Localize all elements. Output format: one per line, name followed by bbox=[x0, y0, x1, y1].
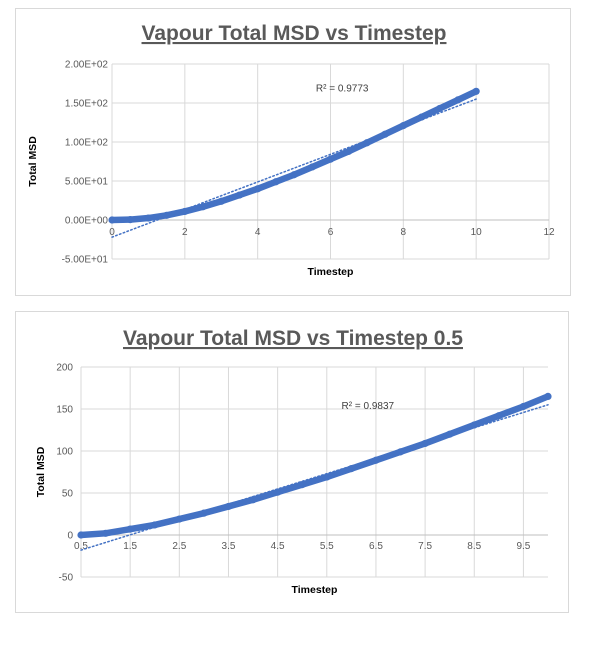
x-axis-title: Timestep bbox=[292, 584, 338, 596]
data-point bbox=[200, 509, 208, 517]
x-tick-label: 7.5 bbox=[418, 541, 432, 552]
data-point bbox=[519, 402, 528, 411]
chart-1-svg: Vapour Total MSD vs Timestep 0 2 4 6 8 10 12 -5.… bbox=[27, 22, 555, 278]
data-point bbox=[454, 96, 462, 104]
data-point bbox=[217, 197, 225, 205]
data-point bbox=[472, 87, 480, 95]
chart-title: Vapour Total MSD vs Timestep bbox=[142, 22, 447, 45]
data-point bbox=[163, 211, 171, 219]
y-tick-label: -50 bbox=[59, 573, 74, 584]
y-tick-label: 1.00E+02 bbox=[65, 138, 109, 149]
data-point bbox=[308, 163, 316, 171]
x-tick-label: 5.5 bbox=[320, 541, 334, 552]
chart-panel-2: Vapour Total MSD vs Timestep 0.5 0.5 1.5 2.… bbox=[15, 311, 569, 613]
y-tick-label: 2.00E+02 bbox=[65, 60, 109, 71]
data-point bbox=[381, 130, 389, 138]
y-tick-label: -5.00E+01 bbox=[62, 255, 109, 266]
data-point bbox=[417, 113, 426, 121]
x-tick-label: 10 bbox=[471, 227, 483, 238]
data-point bbox=[399, 122, 407, 130]
data-point bbox=[151, 521, 159, 529]
r-squared-label: R² = 0.9837 bbox=[342, 401, 395, 412]
y-axis-title: Total MSD bbox=[27, 136, 39, 187]
r-squared-label: R² = 0.9773 bbox=[316, 83, 369, 94]
x-tick-label: 0 bbox=[109, 227, 115, 238]
y-tick-label: 1.50E+02 bbox=[65, 99, 109, 110]
y-tick-label: 200 bbox=[56, 363, 73, 374]
y-tick-label: 50 bbox=[62, 489, 74, 500]
data-point bbox=[446, 430, 454, 438]
y-axis-title: Total MSD bbox=[35, 446, 47, 497]
data-point bbox=[421, 439, 429, 448]
data-point bbox=[254, 185, 262, 193]
data-point bbox=[175, 515, 183, 523]
x-tick-label: 1.5 bbox=[123, 541, 137, 552]
data-point bbox=[326, 155, 335, 163]
data-point bbox=[544, 392, 552, 400]
data-point bbox=[274, 488, 282, 496]
data-point bbox=[272, 178, 280, 186]
data-point bbox=[235, 191, 244, 199]
data-point bbox=[199, 203, 207, 211]
x-tick-label: 12 bbox=[543, 227, 555, 238]
x-axis-title: Timestep bbox=[308, 266, 354, 278]
data-point bbox=[396, 448, 405, 456]
chart-panel-1: Vapour Total MSD vs Timestep 0 2 4 6 8 10 12 -5.… bbox=[15, 8, 571, 296]
data-point bbox=[495, 412, 503, 420]
y-tick-label: 5.00E+01 bbox=[65, 177, 109, 188]
x-tick-label: 6.5 bbox=[369, 541, 383, 552]
y-tick-label: 0.00E+00 bbox=[65, 216, 109, 227]
x-tick-label: 8.5 bbox=[467, 541, 481, 552]
x-tick-label: 4.5 bbox=[271, 541, 285, 552]
data-point bbox=[181, 207, 189, 216]
chart-title: Vapour Total MSD vs Timestep 0.5 bbox=[123, 327, 463, 350]
x-tick-label: 0.5 bbox=[74, 541, 88, 552]
x-tick-label: 6 bbox=[328, 227, 334, 238]
x-tick-label: 2.5 bbox=[172, 541, 186, 552]
data-point bbox=[347, 465, 355, 473]
data-point bbox=[290, 171, 298, 179]
data-point bbox=[436, 104, 444, 113]
data-point bbox=[224, 502, 233, 511]
x-tick-label: 9.5 bbox=[516, 541, 530, 552]
data-point bbox=[249, 496, 257, 504]
series-band bbox=[108, 88, 480, 224]
y-tick-label: 150 bbox=[56, 405, 73, 416]
data-point bbox=[77, 531, 85, 539]
chart-2-svg: Vapour Total MSD vs Timestep 0.5 0.5 1.5 2.… bbox=[35, 327, 552, 596]
data-point bbox=[323, 473, 331, 481]
data-point bbox=[126, 525, 134, 533]
data-point bbox=[298, 481, 306, 489]
x-tick-label: 4 bbox=[255, 227, 261, 238]
data-point bbox=[126, 216, 134, 224]
x-tick-label: 2 bbox=[182, 227, 188, 238]
data-point bbox=[144, 214, 153, 222]
x-tick-label: 8 bbox=[401, 227, 407, 238]
data-point bbox=[372, 456, 380, 464]
data-point bbox=[345, 147, 353, 155]
data-point bbox=[101, 529, 110, 537]
data-point bbox=[470, 421, 478, 429]
y-tick-label: 0 bbox=[67, 531, 73, 542]
y-tick-label: 100 bbox=[56, 447, 73, 458]
x-tick-label: 3.5 bbox=[222, 541, 236, 552]
series-band bbox=[77, 393, 552, 539]
data-point bbox=[363, 139, 371, 147]
data-point bbox=[108, 216, 116, 224]
